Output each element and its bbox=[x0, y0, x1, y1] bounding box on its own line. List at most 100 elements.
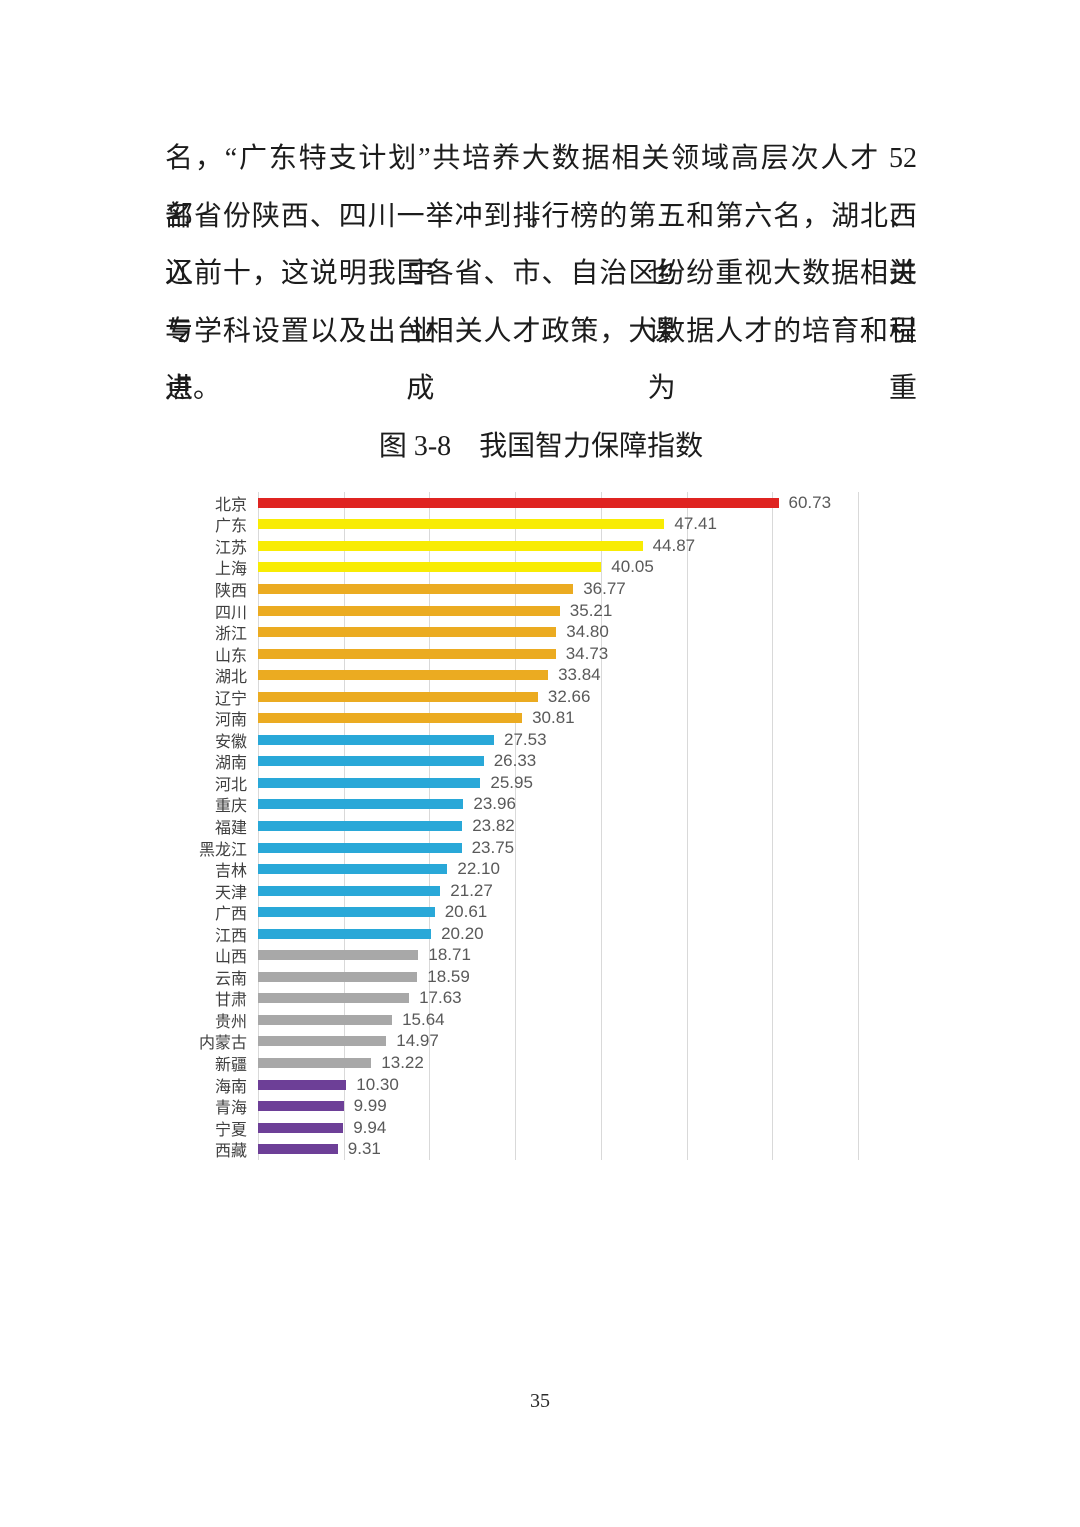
value-label: 47.41 bbox=[674, 514, 717, 534]
bar-area: 13.22 bbox=[258, 1052, 424, 1074]
bar-area: 47.41 bbox=[258, 514, 717, 536]
bar bbox=[258, 497, 779, 508]
category-label: 江苏 bbox=[214, 539, 247, 557]
bar-area: 33.84 bbox=[258, 664, 601, 686]
bar-area: 9.94 bbox=[258, 1117, 386, 1139]
chart-row: 宁夏 9.94 bbox=[0, 1117, 900, 1139]
value-label: 15.64 bbox=[402, 1009, 445, 1029]
chart-row: 江苏 44.87 bbox=[0, 535, 900, 557]
value-label: 25.95 bbox=[490, 772, 533, 792]
chart-row: 辽宁 32.66 bbox=[0, 686, 900, 708]
bar bbox=[258, 1057, 372, 1068]
bar-area: 18.71 bbox=[258, 944, 471, 966]
chart-row: 云南 18.59 bbox=[0, 966, 900, 988]
chart-rows: 北京 60.73 广东 47.41 江苏 44.87 上海 40.05 陕西 36.77 四川 35.… bbox=[0, 492, 900, 1160]
category-label: 福建 bbox=[214, 819, 247, 837]
bar bbox=[258, 1144, 338, 1155]
paragraph-line: 部省份陕西、四川一举冲到排行榜的第五和第六名，湖北、辽宁也进 bbox=[165, 200, 917, 290]
category-label: 安徽 bbox=[214, 733, 247, 751]
chart-row: 河北 25.95 bbox=[0, 772, 900, 794]
chart-row: 内蒙古 14.97 bbox=[0, 1031, 900, 1053]
gridline bbox=[772, 492, 774, 1160]
bar-area: 36.77 bbox=[258, 578, 626, 600]
bar bbox=[258, 1014, 393, 1025]
value-label: 10.30 bbox=[356, 1074, 399, 1094]
chart-row: 山西 18.71 bbox=[0, 944, 900, 966]
bar-area: 23.82 bbox=[258, 815, 515, 837]
bar-area: 60.73 bbox=[258, 492, 831, 514]
chart-row: 新疆 13.22 bbox=[0, 1052, 900, 1074]
value-label: 18.59 bbox=[427, 966, 470, 986]
body-paragraph: 名，“广东特支计划”共培养大数据相关领域高层次人才 52 名。西 部省份陕西、四川… bbox=[165, 130, 917, 418]
chart-row: 河南 30.81 bbox=[0, 707, 900, 729]
category-label: 黑龙江 bbox=[198, 841, 247, 859]
bar bbox=[258, 950, 419, 961]
bar-area: 9.99 bbox=[258, 1095, 387, 1117]
chart-row: 广西 20.61 bbox=[0, 901, 900, 923]
bar bbox=[258, 562, 602, 573]
bar bbox=[258, 1036, 387, 1047]
category-label: 西藏 bbox=[214, 1143, 247, 1161]
category-label: 浙江 bbox=[214, 626, 247, 644]
value-label: 17.63 bbox=[419, 988, 462, 1008]
chart-row: 浙江 34.80 bbox=[0, 621, 900, 643]
chart-row: 海南 10.30 bbox=[0, 1074, 900, 1096]
bar-area: 20.20 bbox=[258, 923, 484, 945]
value-label: 18.71 bbox=[428, 945, 471, 965]
bar bbox=[258, 1122, 344, 1133]
bar bbox=[258, 885, 441, 896]
value-label: 9.94 bbox=[353, 1117, 387, 1137]
bar bbox=[258, 928, 432, 939]
bar bbox=[258, 777, 481, 788]
chart-row: 天津 21.27 bbox=[0, 880, 900, 902]
chart-row: 山东 34.73 bbox=[0, 643, 900, 665]
value-label: 34.80 bbox=[566, 622, 609, 642]
value-label: 44.87 bbox=[652, 535, 696, 555]
chart-row: 北京 60.73 bbox=[0, 492, 900, 514]
value-label: 36.77 bbox=[583, 578, 626, 598]
bar-area: 14.97 bbox=[258, 1031, 439, 1053]
chart-row: 湖南 26.33 bbox=[0, 751, 900, 772]
gridline bbox=[858, 492, 859, 1160]
chart-row: 广东 47.41 bbox=[0, 514, 900, 536]
value-label: 22.10 bbox=[457, 859, 500, 879]
value-label: 27.53 bbox=[504, 729, 547, 749]
bar bbox=[258, 799, 464, 810]
bar bbox=[258, 605, 560, 616]
bar-area: 34.80 bbox=[258, 621, 609, 643]
bar bbox=[258, 691, 538, 702]
bar-area: 18.59 bbox=[258, 966, 470, 988]
category-label: 湖北 bbox=[214, 669, 247, 687]
value-label: 32.66 bbox=[547, 686, 591, 706]
bar-area: 15.64 bbox=[258, 1009, 445, 1031]
paragraph-line: 点。 bbox=[165, 373, 222, 404]
bar bbox=[258, 713, 523, 724]
category-label: 河南 bbox=[214, 712, 247, 730]
bar-area: 23.96 bbox=[258, 794, 516, 816]
page-number: 35 bbox=[530, 1390, 550, 1412]
category-label: 云南 bbox=[214, 970, 247, 988]
value-label: 40.05 bbox=[611, 557, 654, 577]
bar bbox=[258, 627, 557, 638]
category-label: 陕西 bbox=[214, 582, 247, 600]
category-label: 重庆 bbox=[214, 798, 247, 816]
bar bbox=[258, 993, 410, 1004]
category-label: 广东 bbox=[214, 518, 247, 536]
gridline bbox=[600, 492, 602, 1160]
bar bbox=[258, 734, 494, 745]
category-label: 甘肃 bbox=[214, 992, 247, 1010]
bar-area: 25.95 bbox=[258, 772, 533, 794]
bar bbox=[258, 820, 463, 831]
value-label: 21.27 bbox=[450, 880, 493, 900]
chart-row: 江西 20.20 bbox=[0, 923, 900, 945]
bar-area: 23.75 bbox=[258, 837, 514, 859]
value-label: 9.31 bbox=[347, 1139, 381, 1159]
value-label: 23.75 bbox=[471, 837, 515, 857]
bar-area: 32.66 bbox=[258, 686, 590, 708]
chart-row: 四川 35.21 bbox=[0, 600, 900, 622]
chart-row: 吉林 22.10 bbox=[0, 858, 900, 880]
bar-area: 22.10 bbox=[258, 858, 500, 880]
value-label: 9.99 bbox=[353, 1096, 387, 1116]
category-label: 上海 bbox=[214, 561, 247, 579]
